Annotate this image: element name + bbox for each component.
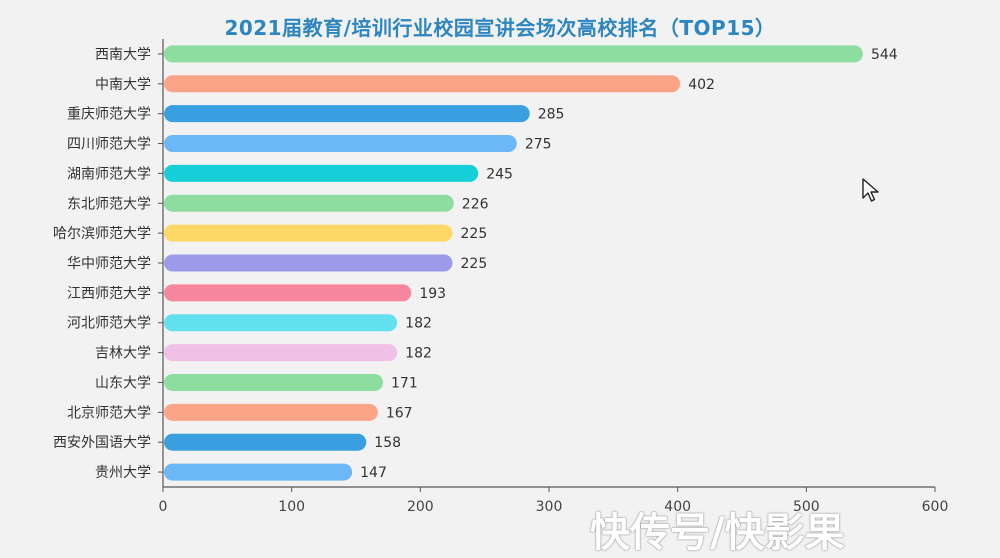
category-label: 江西师范大学 [67,285,151,302]
bar-value-label: 245 [486,166,513,182]
bar [164,284,412,302]
x-tick-label: 600 [922,499,949,515]
bar-value-label: 285 [538,107,565,123]
bar-value-label: 225 [461,226,488,242]
category-label: 北京师范大学 [67,404,151,421]
bar-value-label: 193 [419,286,446,302]
category-label: 西安外国语大学 [53,435,151,451]
bar-value-label: 158 [374,435,401,451]
bar [164,164,479,182]
bar [164,403,378,421]
bar-value-label: 402 [688,77,715,93]
bar-value-label: 147 [360,465,387,481]
bar [164,373,384,391]
mouse-cursor-icon [862,178,879,202]
chart-title: 2021届教育/培训行业校园宣讲会场次高校排名（TOP15） [224,16,776,40]
category-label: 中南大学 [95,77,151,93]
bar-value-label: 182 [405,316,432,332]
category-label: 贵州大学 [95,465,151,481]
category-label: 湖南师范大学 [67,165,151,182]
category-label: 西南大学 [95,47,151,63]
bar-value-label: 167 [386,405,413,421]
category-label: 山东大学 [95,375,151,391]
bar [164,75,681,93]
bar-value-label: 225 [461,256,488,272]
category-label: 哈尔滨师范大学 [53,225,151,242]
category-label: 重庆师范大学 [67,106,151,123]
bar [164,135,517,153]
bar-value-label: 171 [391,375,418,391]
x-tick-label: 100 [278,499,305,515]
x-tick-label: 500 [793,499,820,515]
category-label: 华中师范大学 [67,255,151,272]
x-tick-label: 400 [664,499,691,515]
bar [164,433,367,451]
bar [164,105,530,123]
category-label: 河北师范大学 [67,315,151,332]
bar [164,254,453,272]
watermark: 快传号/快影果 [590,510,845,556]
bar [164,194,454,212]
category-label: 四川师范大学 [67,136,151,153]
x-tick-label: 200 [407,499,434,515]
bar [164,463,353,481]
bar-value-label: 226 [462,196,489,212]
category-label: 吉林大学 [95,346,151,362]
bar-value-label: 544 [871,47,898,63]
bar [164,224,453,242]
bar [164,45,863,63]
bar [164,344,398,362]
bar-value-label: 182 [405,346,432,362]
category-label: 东北师范大学 [67,195,151,212]
x-tick-label: 300 [536,499,563,515]
bar [164,314,398,332]
x-tick-label: 0 [159,499,168,515]
bar-value-label: 275 [525,137,552,153]
